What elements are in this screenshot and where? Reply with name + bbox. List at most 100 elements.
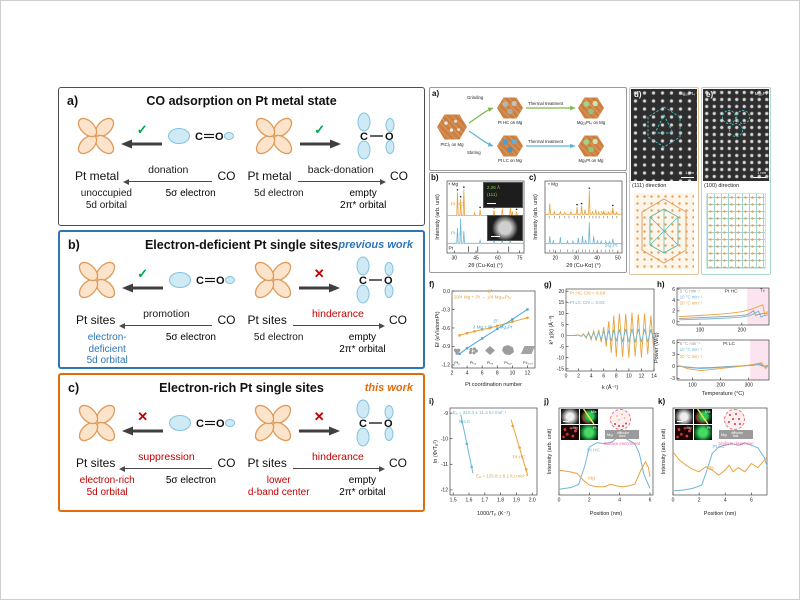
pt-map-inset: Pt	[694, 425, 712, 440]
svg-text:Pt HC: Pt HC	[587, 448, 600, 454]
svg-text:k³ χ(k) (Å⁻³): k³ χ(k) (Å⁻³)	[548, 315, 555, 344]
svg-text:8: 8	[496, 371, 499, 377]
svg-text:C: C	[196, 418, 204, 430]
species-label: CO	[217, 313, 236, 327]
panel-letter-j: j)	[544, 397, 549, 406]
pt-5d-orbital-icon	[77, 402, 117, 449]
mg29pt4-label: Mg₂₉Pt₄ on Mg	[576, 120, 606, 125]
svg-text:0: 0	[672, 320, 675, 326]
svg-text:C: C	[196, 275, 204, 287]
panel-letter-d: d)	[634, 90, 642, 99]
svg-text:Tₚ: Tₚ	[760, 288, 765, 294]
svg-text:C: C	[195, 131, 203, 143]
pt-hc-label: Pt HC on Mg	[497, 120, 523, 125]
svg-text:Ef: Ef	[494, 319, 499, 324]
bold-arrow-left-icon	[121, 281, 164, 297]
cross-icon: ✕	[137, 409, 149, 424]
svg-text:Intensity (arb. unit): Intensity (arb. unit)	[533, 194, 539, 240]
panel-letter: c)	[68, 381, 80, 395]
crystal-diagram-111	[634, 193, 694, 269]
svg-text:Intensity (arb. unit): Intensity (arb. unit)	[661, 429, 667, 475]
svg-text:-12: -12	[441, 488, 448, 494]
svg-text:1.8: 1.8	[497, 498, 504, 504]
svg-text:2θ (Cu-Kα) (°): 2θ (Cu-Kα) (°)	[566, 263, 601, 269]
svg-text:0.0: 0.0	[443, 289, 450, 295]
pt4-cluster: Pt₄	[453, 342, 461, 365]
reaction-arrow: donation	[122, 164, 214, 185]
panel-letter-f: f)	[429, 280, 435, 289]
svg-text:-0.9: -0.9	[441, 344, 450, 350]
scale-label: 1 nm	[685, 170, 694, 175]
panel-letter-k: k)	[658, 397, 666, 406]
species-label: CO	[390, 169, 408, 183]
svg-text:200: 200	[738, 328, 747, 334]
reaction-arrow: back-donation	[295, 164, 387, 185]
svg-text:14: 14	[651, 374, 657, 380]
pt100-slab: Pt₍₁₀₀₎	[521, 341, 535, 365]
pt4-cluster-icon	[453, 342, 461, 360]
svg-text:-9: -9	[444, 411, 449, 417]
svg-text:2θ (Cu-Kα) (°): 2θ (Cu-Kα) (°)	[468, 263, 503, 269]
grinding-label: Grinding	[467, 95, 484, 100]
direction-label-100: (100) direction	[704, 183, 740, 189]
cross-icon: ✕	[313, 409, 325, 424]
svg-text:0: 0	[565, 374, 568, 380]
orbital-note: unoccupied 5d orbital	[80, 188, 132, 211]
pt-map-inset: Pt	[580, 425, 598, 440]
pt-lc-label: Pt LC on Mg	[498, 158, 522, 163]
svg-text:Eₐ = 310.4 ± 11.4 kJ mol⁻¹: Eₐ = 310.4 ± 11.4 kJ mol⁻¹	[453, 410, 507, 415]
panel-letter: a)	[67, 94, 79, 108]
pt13-cluster-icon	[468, 342, 478, 360]
scalebar	[491, 235, 500, 237]
svg-text:4: 4	[672, 298, 675, 304]
scalebar	[487, 202, 496, 204]
svg-text:0: 0	[672, 498, 675, 504]
uniform-dots-icon	[728, 413, 741, 425]
crystal-diagram-100	[706, 193, 766, 269]
species-label: Pt metal	[247, 169, 292, 183]
svg-text:4: 4	[724, 498, 727, 504]
thermal-treatment-label: Thermal treatment	[528, 139, 564, 144]
power-axis-label: Power (W/g)	[654, 332, 660, 363]
hexagon-pt-lc-on-mg	[497, 135, 523, 157]
orbital-note: electron-deficient 5d orbital	[86, 332, 128, 366]
stem-image-mg3pt: Mg₃Pt 1 nm	[703, 89, 769, 181]
svg-text:ln (Φ/Tₚ²): ln (Φ/Tₚ²)	[433, 440, 439, 463]
tem-inset	[487, 215, 523, 241]
svg-text:60: 60	[495, 256, 501, 262]
diffusion-note: slow	[619, 434, 626, 438]
pt100-slab-icon	[521, 341, 535, 359]
species-label: Pt sites	[76, 456, 116, 470]
pt19-cluster-icon	[485, 342, 495, 360]
phase-label: Mg₂₉Pt₄	[679, 91, 695, 96]
scalebar	[753, 176, 766, 178]
svg-text:• Mg: • Mg	[449, 181, 459, 187]
svg-text:1.6: 1.6	[466, 498, 473, 504]
svg-text:10 °C min⁻¹: 10 °C min⁻¹	[680, 347, 703, 352]
species-label: Pt sites	[247, 456, 287, 470]
svg-text:Intensity (arb. unit): Intensity (arb. unit)	[435, 194, 441, 240]
panel-header: a) CO adsorption on Pt metal state	[67, 94, 414, 110]
svg-text:Ef (eV/atomPt): Ef (eV/atomPt)	[435, 311, 441, 347]
svg-text:C: C	[360, 131, 368, 143]
svg-text:-15: -15	[557, 367, 564, 373]
svg-text:Ef: Ef	[488, 289, 493, 294]
panel-title: Electron-deficient Pt single sites	[144, 238, 339, 252]
ptcl2-label: PtCl₂ on Mg	[440, 142, 464, 147]
mg-substrate-bar	[605, 430, 639, 439]
svg-text:75: 75	[517, 256, 523, 262]
svg-text:Pt HC: Pt HC	[725, 288, 738, 294]
svg-text:O: O	[216, 275, 225, 287]
svg-text:200: 200	[716, 383, 725, 389]
mix-map-inset: Mix	[694, 409, 712, 424]
svg-text:8: 8	[615, 374, 618, 380]
panel-letter-b: b)	[431, 173, 439, 182]
svg-text:0: 0	[558, 498, 561, 504]
svg-text:O: O	[216, 418, 225, 430]
arrow-label: back-donation	[307, 164, 374, 176]
svg-text:Mg: Mg	[707, 465, 714, 471]
